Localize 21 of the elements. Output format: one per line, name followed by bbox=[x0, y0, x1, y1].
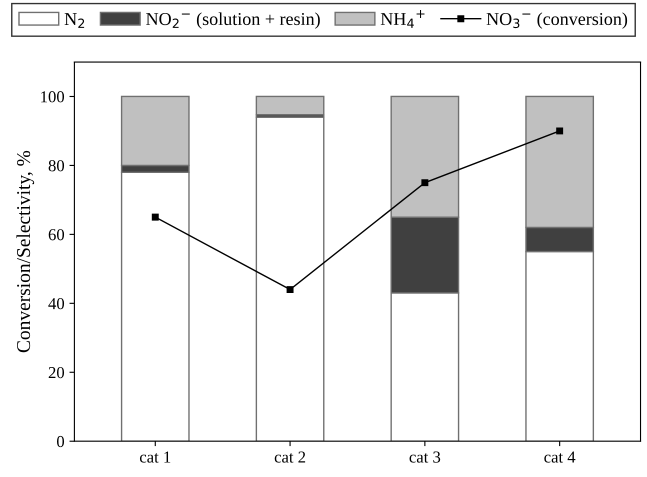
y-tick-label: 0 bbox=[56, 436, 64, 448]
bar bbox=[256, 96, 324, 116]
y-tick-label: 20 bbox=[48, 366, 64, 378]
legend-label: NO$_{3}$$^{−}$ (conversion) bbox=[486, 12, 628, 29]
point bbox=[556, 127, 564, 134]
legend-label: NH$_{4}$$^{+}$ bbox=[380, 10, 424, 28]
x-tick-label: cat 1 bbox=[140, 452, 170, 463]
y-tick-label: 100 bbox=[41, 91, 64, 102]
y-tick-label: 40 bbox=[48, 298, 64, 310]
x-tick-label: cat 4 bbox=[544, 452, 576, 463]
legend-label: NO$_{2}$$^{−}$ (solution + resin) bbox=[146, 12, 320, 29]
x-tick-label: cat 3 bbox=[410, 451, 440, 463]
y-tick-label: 80 bbox=[48, 160, 64, 172]
point bbox=[152, 214, 159, 221]
y-axis-title: Conversion/Selectivity, % bbox=[16, 150, 34, 352]
x-tick-label: cat 2 bbox=[274, 451, 306, 463]
point bbox=[421, 179, 428, 186]
point bbox=[286, 286, 294, 294]
bar bbox=[256, 116, 324, 442]
legend-label: N$_{2}$ bbox=[64, 13, 84, 28]
y-tick-label: 60 bbox=[48, 229, 64, 240]
